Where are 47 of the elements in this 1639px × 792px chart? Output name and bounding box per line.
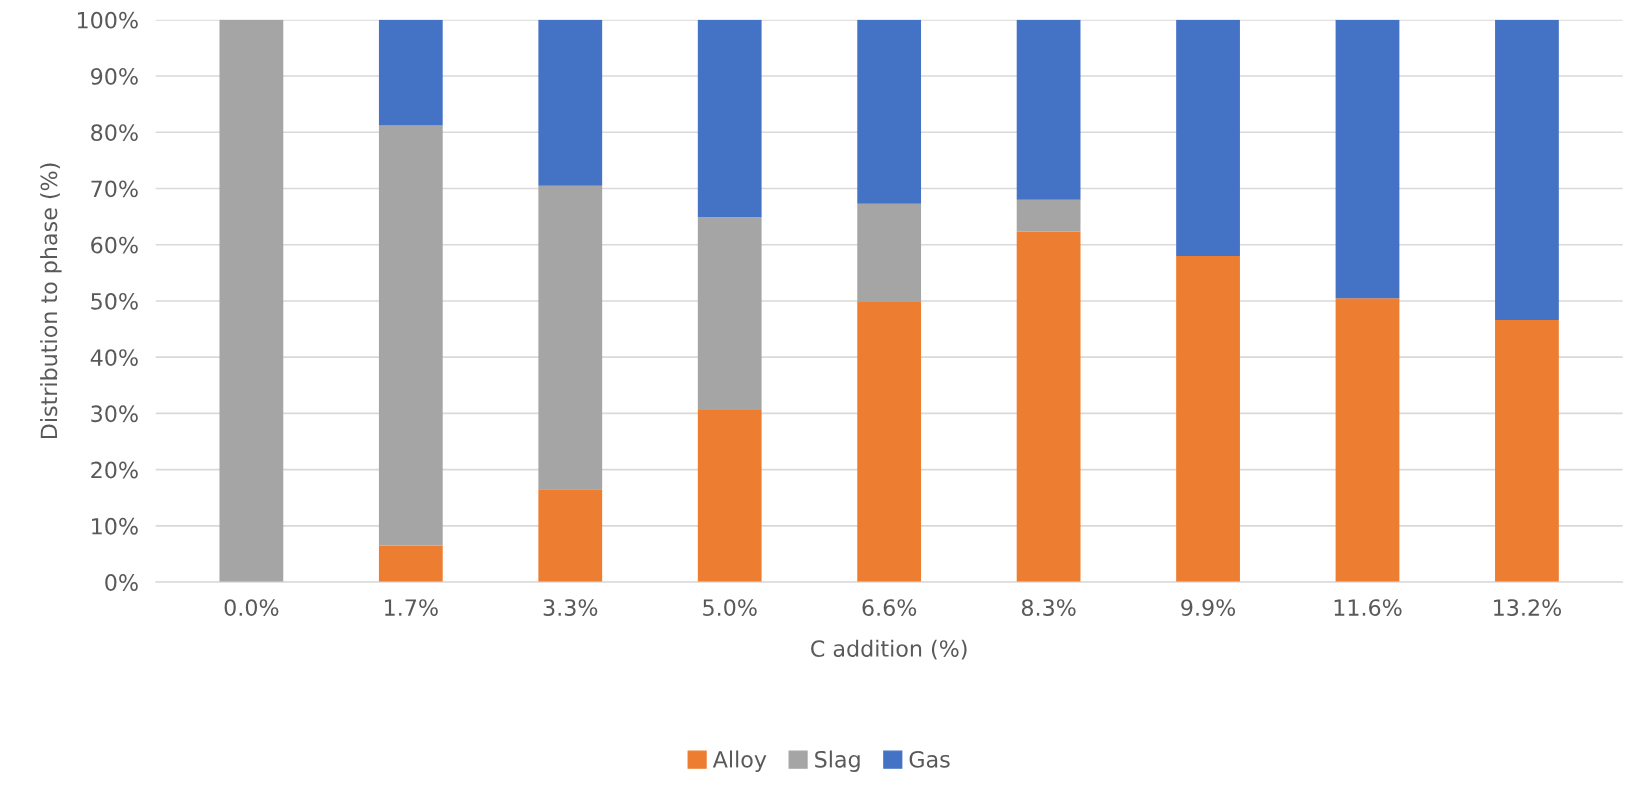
- bar: [697, 410, 762, 583]
- bar: [697, 19, 762, 218]
- bar: [1016, 19, 1081, 200]
- y-tick-label: 20%: [91, 461, 138, 479]
- bar: [378, 125, 443, 546]
- y-tick-label: 0%: [105, 574, 138, 591]
- bar: [378, 19, 443, 126]
- y-tick-label: 60%: [91, 236, 138, 254]
- bar: [1335, 298, 1400, 583]
- bar: [219, 19, 284, 583]
- bar: [538, 19, 603, 186]
- bar: [857, 302, 922, 583]
- bar: [378, 545, 443, 583]
- bar: [857, 19, 922, 204]
- legend-label: Slag: [815, 750, 860, 772]
- bar: [1335, 19, 1400, 299]
- y-tick-label: 30%: [91, 405, 138, 423]
- bar: [1016, 231, 1081, 583]
- x-tick-label: 5.0%: [703, 599, 757, 616]
- y-tick-label: 80%: [91, 124, 138, 142]
- y-tick-label: 100%: [77, 11, 138, 29]
- y-tick-label: 70%: [91, 180, 138, 198]
- bar: [697, 217, 762, 411]
- bar: [1176, 255, 1240, 583]
- y-axis-title: Distribution to phase (%): [40, 163, 62, 439]
- bar: [1016, 199, 1081, 232]
- x-tick-label: 8.3%: [1021, 599, 1076, 616]
- y-tick-label: 40%: [90, 349, 138, 366]
- bar: [1495, 19, 1559, 321]
- y-tick-label: 90%: [91, 67, 138, 85]
- x-tick-label: 9.9%: [1181, 599, 1236, 616]
- bar: [538, 185, 603, 490]
- bar: [1176, 19, 1240, 256]
- bar: [538, 489, 603, 583]
- bar: [1495, 320, 1559, 583]
- x-tick-label: 6.6%: [862, 599, 917, 616]
- x-tick-label: 1.7%: [385, 599, 438, 616]
- legend-label: Alloy: [712, 750, 767, 772]
- x-tick-label: 13.2%: [1494, 599, 1562, 616]
- y-tick-label: 50%: [91, 292, 138, 310]
- x-tick-label: 11.6%: [1334, 599, 1402, 616]
- x-axis-title: C addition (%): [811, 639, 967, 660]
- x-tick-label: 0.0%: [224, 599, 279, 616]
- x-tick-label: 3.3%: [543, 599, 598, 616]
- legend-label: Gas: [909, 750, 950, 768]
- y-tick-label: 10%: [92, 517, 138, 535]
- bar: [857, 203, 922, 303]
